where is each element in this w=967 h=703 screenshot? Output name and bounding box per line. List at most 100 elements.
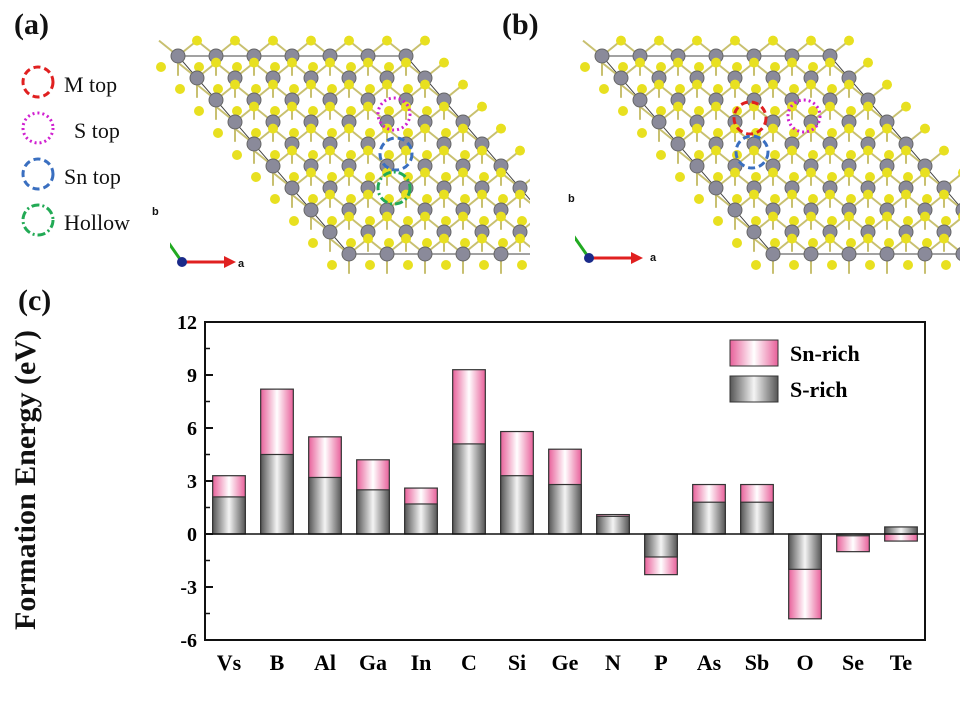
sulfur-atom [844, 167, 854, 178]
tin-atom [227, 114, 243, 130]
sulfur-atom [439, 189, 449, 200]
bar-s-rich [500, 475, 534, 535]
y-axis-label: Formation Energy (eV) [9, 330, 42, 630]
x-tick-label: As [697, 650, 722, 675]
sulfur-atom [441, 216, 451, 226]
sulfur-atom [268, 35, 278, 46]
legend-label-s-rich: S-rich [790, 377, 847, 402]
y-tick-label: 9 [187, 365, 197, 387]
sulfur-atom [420, 79, 430, 90]
legend-swatch-s-rich [729, 375, 779, 403]
sulfur-atom [732, 62, 742, 72]
sulfur-atom [958, 212, 960, 221]
sulfur-atom [384, 62, 394, 72]
sulfur-atom [479, 260, 489, 270]
sulfur-atom [422, 150, 432, 160]
bar-s-rich [692, 501, 726, 535]
sulfur-atom [460, 194, 470, 204]
tin-atom [246, 136, 262, 152]
sulfur-atom [251, 172, 261, 182]
sulfur-atom [827, 84, 837, 94]
sulfur-atom [827, 128, 837, 138]
sulfur-atom [901, 145, 911, 156]
sulfur-atom [515, 233, 525, 244]
sulfur-atom [768, 211, 778, 222]
tin-atom [170, 48, 186, 64]
sulfur-atom [713, 172, 723, 182]
sulfur-atom [422, 238, 432, 248]
sulfur-atom [420, 167, 430, 178]
sulfur-atom [920, 211, 930, 222]
sulfur-atom [922, 238, 932, 248]
sulfur-atom [863, 101, 873, 112]
sulfur-atom [496, 211, 506, 222]
bar-sn-rich [884, 533, 918, 542]
tin-atom [955, 247, 960, 261]
sulfur-atom [711, 101, 721, 112]
sulfur-atom [477, 233, 487, 244]
sulfur-atom [884, 194, 894, 204]
sulfur-atom [903, 172, 913, 182]
tin-atom [265, 158, 281, 174]
bar-s-rich [452, 443, 486, 535]
sulfur-atom [515, 189, 525, 200]
tin-atom [632, 92, 648, 108]
sulfur-atom [846, 238, 856, 248]
sulfur-atom [346, 194, 356, 204]
sulfur-atom [325, 189, 335, 200]
sulfur-atom [458, 123, 468, 134]
sulfur-atom [806, 167, 816, 178]
axis-triad-a [170, 230, 236, 268]
sulfur-atom [230, 35, 240, 46]
sulfur-atom [806, 211, 816, 222]
sulfur-atom [922, 194, 932, 204]
sulfur-atom [194, 62, 204, 72]
sulfur-atom [439, 233, 449, 244]
bar-s-rich [260, 453, 294, 535]
sulfur-atom [673, 101, 683, 112]
sulfur-atom [401, 57, 411, 68]
sulfur-atom [346, 238, 356, 248]
sulfur-atom [401, 145, 411, 156]
sulfur-atom [637, 128, 647, 138]
sulfur-atom [439, 101, 449, 112]
sulfur-atom [768, 79, 778, 90]
sulfur-atom [825, 57, 835, 68]
sulfur-atom [363, 233, 373, 244]
sulfur-atom [325, 101, 335, 112]
legend-label: M top [64, 72, 118, 97]
sulfur-atom [808, 62, 818, 72]
legend-swatch-sn-rich [729, 339, 779, 367]
sulfur-atom [496, 123, 506, 134]
sulfur-atom [749, 189, 759, 200]
sulfur-atom [863, 145, 873, 156]
sulfur-atom [401, 101, 411, 112]
legend-s-top: S top [18, 108, 168, 154]
sulfur-atom [477, 101, 487, 112]
legend-sn-top: Sn top [18, 154, 168, 200]
s-top-marker [376, 96, 412, 132]
bar-sn-rich [836, 533, 870, 553]
sulfur-atom [694, 62, 704, 72]
sulfur-atom [403, 260, 413, 270]
panel-label-b: (b) [502, 8, 539, 41]
sulfur-atom [194, 106, 204, 116]
sulfur-atom [403, 216, 413, 226]
sulfur-atom [675, 84, 685, 94]
tin-atom [765, 246, 781, 262]
sulfur-atom [694, 106, 704, 116]
sulfur-atom [789, 260, 799, 270]
sulfur-atom [844, 211, 854, 222]
sulfur-atom [882, 167, 892, 178]
sulfur-atom [496, 167, 506, 178]
x-tick-label: Si [508, 650, 526, 675]
sulfur-atom [808, 238, 818, 248]
bar-s-rich [884, 526, 918, 535]
sulfur-atom [479, 216, 489, 226]
sulfur-atom [827, 216, 837, 226]
sulfur-atom [363, 189, 373, 200]
sulfur-atom [270, 106, 280, 116]
m-top-marker [732, 100, 768, 136]
sulfur-atom [711, 57, 721, 68]
sulfur-atom [884, 150, 894, 160]
